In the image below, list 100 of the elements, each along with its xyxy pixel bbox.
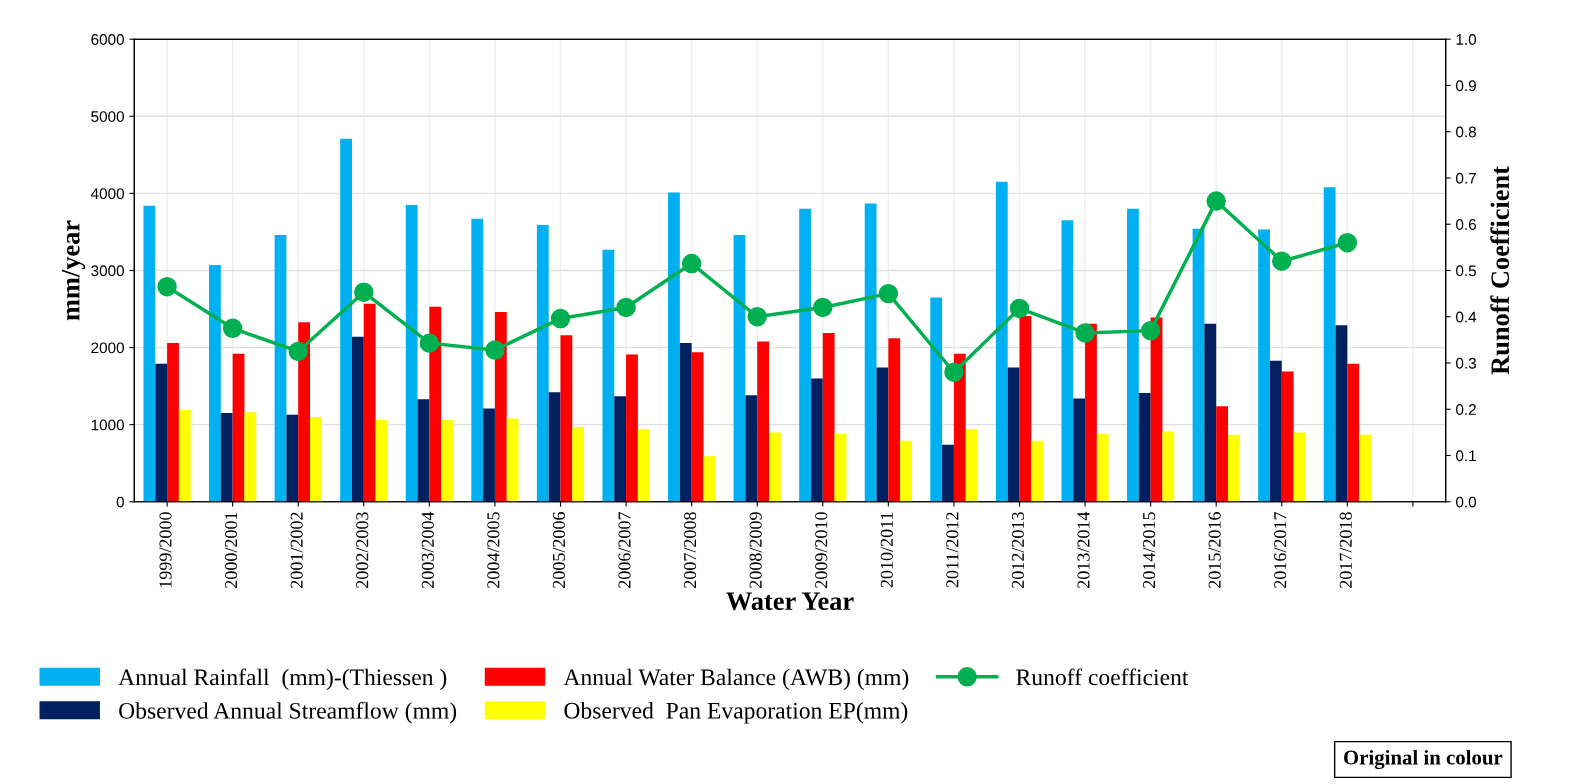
bar (1073, 398, 1086, 502)
x-tick-label: 2006/2007 (618, 512, 631, 588)
point (485, 340, 505, 360)
bar (1019, 315, 1032, 502)
bar (953, 353, 966, 502)
point (1206, 191, 1226, 211)
y-axis-title: mm/year (61, 220, 86, 321)
y-tick-label: 0 (116, 496, 124, 508)
y2-tick-label: 0.9 (1456, 80, 1476, 92)
bar (1293, 432, 1306, 502)
y-tick-label: 5000 (91, 111, 124, 122)
bar (483, 408, 495, 502)
bar (1281, 371, 1294, 502)
bar (799, 208, 811, 502)
bar (167, 342, 179, 502)
bar (614, 396, 627, 502)
x-tick-label: 2007/2008 (683, 512, 697, 588)
bar (506, 418, 519, 502)
y2-tick-label: 0.5 (1456, 265, 1477, 277)
y2-tick-label: 0.3 (1456, 357, 1476, 369)
y2-tick-label: 0.7 (1456, 172, 1476, 184)
bar (733, 235, 746, 502)
y-tick-label: 4000 (90, 188, 124, 200)
bar (1085, 323, 1097, 502)
x-tick-label: 2016/2017 (1274, 512, 1287, 588)
bar (1007, 367, 1020, 502)
bar (232, 353, 245, 502)
bar (876, 367, 889, 502)
legend-label: Observed Annual Streamflow (mm) (119, 701, 457, 724)
x-tick-label: 2004/2005 (487, 512, 500, 588)
x-tick-label: 1999/2000 (159, 512, 172, 588)
bar (822, 332, 835, 502)
bar (572, 426, 585, 502)
x-axis-title: Water Year (726, 592, 854, 611)
x-tick-label: 2011/2012 (946, 512, 959, 588)
point (944, 362, 964, 382)
bar (340, 138, 352, 502)
bar (375, 420, 388, 502)
bar (244, 412, 257, 502)
bar (209, 265, 221, 502)
y2-tick-label: 0.2 (1456, 404, 1476, 415)
x-tick-label: 2010/2011 (880, 512, 893, 588)
bar (930, 297, 943, 502)
bar (626, 354, 638, 502)
point (1337, 233, 1358, 253)
bar (1127, 208, 1139, 502)
bar (298, 322, 311, 502)
x-tick-label: 2017/2018 (1339, 512, 1352, 588)
bar (888, 338, 901, 502)
bar (834, 433, 847, 502)
bar (757, 341, 770, 502)
bar (1258, 229, 1270, 502)
point (681, 253, 702, 274)
bar (1359, 434, 1371, 502)
y2-tick-label: 0.6 (1456, 219, 1476, 230)
x-tick-label: 2008/2009 (749, 512, 762, 588)
point (419, 333, 440, 353)
point (157, 276, 177, 297)
bar (810, 378, 823, 502)
bar (691, 352, 704, 502)
point (616, 297, 636, 318)
bar (363, 303, 376, 502)
x-tick-label: 2013/2014 (1077, 511, 1090, 588)
bar (471, 218, 484, 502)
y-tick-label: 6000 (91, 34, 124, 45)
bar (637, 429, 650, 502)
x-tick-label: 2012/2013 (1011, 512, 1025, 588)
bar (429, 306, 442, 502)
bar (1138, 393, 1151, 502)
bar (1192, 228, 1205, 502)
bar (769, 432, 781, 502)
y-tick-label: 3000 (91, 265, 124, 277)
x-tick-label: 2005/2006 (552, 512, 566, 588)
x-tick-label: 2015/2016 (1208, 512, 1221, 588)
bar (441, 420, 453, 502)
bar (178, 410, 191, 502)
point (1009, 298, 1030, 319)
x-tick-label: 2014/2015 (1142, 512, 1156, 588)
point (747, 307, 767, 327)
bar (900, 440, 912, 502)
bar (417, 399, 430, 502)
y2-tick-label: 0.0 (1456, 496, 1477, 508)
y2-tick-label: 0.8 (1456, 126, 1476, 138)
x-tick-label: 2000/2001 (224, 512, 238, 588)
bar (1347, 363, 1360, 502)
bar (405, 204, 418, 502)
bar (1061, 220, 1074, 502)
bar (864, 203, 877, 502)
x-tick-label: 2001/2002 (290, 512, 303, 588)
point (550, 308, 571, 329)
bar (286, 414, 299, 502)
bar (995, 181, 1008, 502)
y-tick-label: 1000 (91, 419, 124, 431)
x-tick-label: 2002/2003 (356, 512, 369, 588)
point (1140, 320, 1161, 341)
text: Original in colour (1344, 749, 1503, 769)
bar (548, 392, 561, 502)
x-tick-label: 2009/2010 (815, 512, 828, 588)
bar (965, 429, 978, 502)
y-tick-label: 2000 (91, 342, 124, 354)
